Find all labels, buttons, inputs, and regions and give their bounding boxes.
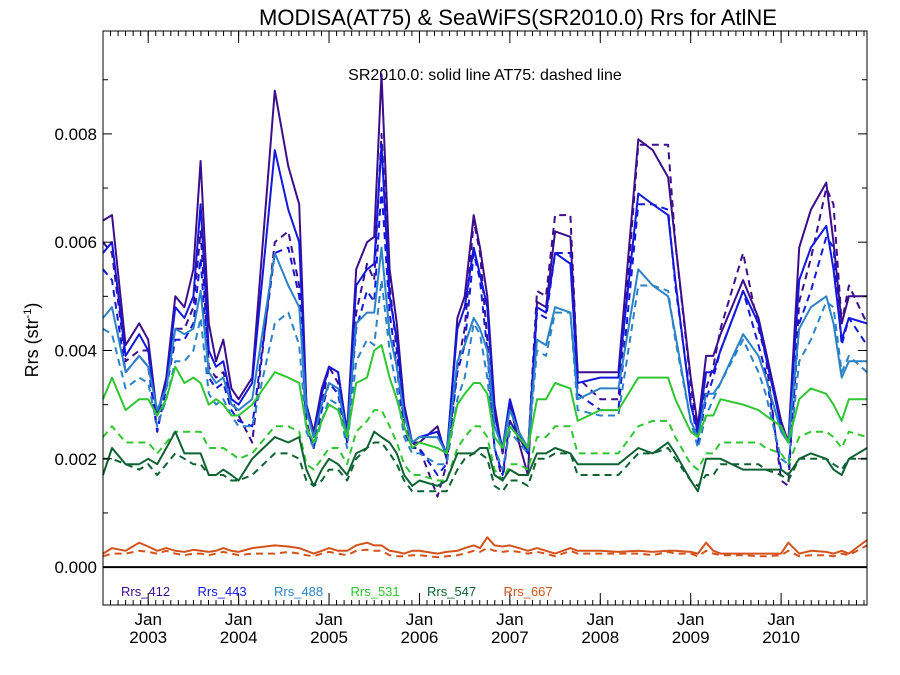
x-tick-year: 2003	[129, 628, 167, 647]
series-Rrs_547-dashed-line	[103, 441, 867, 493]
series-Rrs_667-dashed-line	[102, 544, 868, 559]
x-tick-month: Jan	[406, 610, 433, 629]
y-axis-label-main: Rrs (str	[22, 318, 42, 377]
chart-title: MODISA(AT75) & SeaWiFS(SR2010.0) Rrs for…	[259, 5, 777, 30]
x-tick-year: 2007	[491, 628, 529, 647]
y-axis-label-end: )	[22, 303, 42, 309]
y-tick-label: 0.008	[54, 125, 97, 144]
series-Rrs_547-solid-line	[102, 430, 868, 493]
plot-frame	[102, 30, 868, 606]
x-tick-month: Jan	[315, 610, 342, 629]
series-layer	[102, 73, 868, 559]
legend: Rrs_412 Rrs_443 Rrs_488 Rrs_531 Rrs_547 Rrs_6…	[121, 584, 553, 599]
legend-item-Rrs_531: Rrs_531	[351, 584, 400, 599]
y-tick-label: 0.000	[54, 558, 97, 577]
x-tick-month: Jan	[496, 610, 523, 629]
y-axis: 0.000 0.002 0.004 0.006 0.008	[54, 79, 867, 577]
y-tick-label: 0.002	[54, 450, 97, 469]
legend-item-Rrs_443: Rrs_443	[198, 584, 247, 599]
x-tick-year: 2010	[762, 628, 800, 647]
legend-item-Rrs_667: Rrs_667	[504, 584, 553, 599]
x-tick-month: Jan	[767, 610, 794, 629]
series-Rrs_531-solid-line	[102, 344, 867, 455]
x-axis: Jan2003Jan2004Jan2005Jan2006Jan2007Jan20…	[102, 31, 865, 647]
y-axis-label: Rrs (str-1)	[22, 303, 42, 378]
series-Rrs_443-solid-line	[102, 143, 868, 455]
series-Rrs_412-solid-line	[102, 73, 867, 476]
legend-item-Rrs_488: Rrs_488	[274, 584, 323, 599]
y-tick-label: 0.004	[54, 341, 97, 360]
series-Rrs_531-dashed-line	[102, 409, 868, 482]
legend-item-Rrs_547: Rrs_547	[427, 584, 476, 599]
x-tick-year: 2009	[672, 628, 710, 647]
x-tick-month: Jan	[587, 610, 614, 629]
series-Rrs_488-dashed-line	[102, 279, 868, 471]
x-tick-year: 2008	[581, 628, 619, 647]
x-tick-year: 2005	[310, 628, 348, 647]
series-Rrs_667-solid-line	[102, 536, 868, 555]
x-tick-month: Jan	[134, 610, 161, 629]
y-axis-label-superscript: -1	[22, 309, 34, 319]
series-Rrs_488-solid-line	[102, 246, 867, 455]
x-tick-year: 2006	[401, 628, 439, 647]
y-tick-label: 0.006	[54, 233, 97, 252]
line-style-note: SR2010.0: solid line AT75: dashed line	[348, 67, 622, 84]
x-tick-year: 2004	[220, 628, 258, 647]
x-tick-month: Jan	[677, 610, 704, 629]
x-tick-month: Jan	[225, 610, 252, 629]
legend-item-Rrs_412: Rrs_412	[121, 584, 170, 599]
